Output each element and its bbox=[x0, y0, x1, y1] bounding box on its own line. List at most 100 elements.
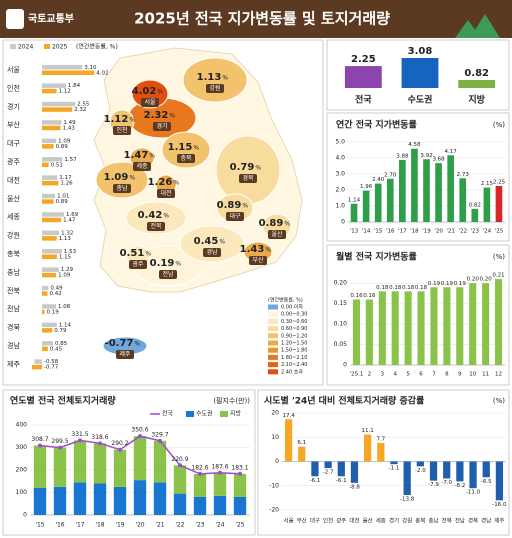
map-name-box bbox=[133, 162, 151, 171]
bar bbox=[456, 461, 464, 482]
value-label: 2.70 bbox=[384, 172, 397, 178]
line-point bbox=[218, 470, 222, 475]
bar-segment bbox=[33, 445, 47, 488]
value-label: 0.20 bbox=[467, 277, 480, 283]
map-name-box bbox=[226, 212, 244, 221]
map-name-box bbox=[203, 248, 221, 257]
bar bbox=[352, 299, 361, 365]
value-label: -6.5 bbox=[481, 479, 492, 485]
x-tick-label: 충북 bbox=[415, 517, 425, 525]
bar bbox=[344, 66, 382, 88]
bar bbox=[42, 285, 49, 291]
map-value-label: 1.12 bbox=[104, 114, 129, 125]
value-label: 2.25 bbox=[351, 54, 376, 65]
bar bbox=[337, 461, 345, 477]
value-label: 0.82 bbox=[469, 202, 481, 208]
value-label: -2.0 bbox=[415, 468, 426, 474]
x-tick-label: 전남 bbox=[455, 517, 465, 525]
bar bbox=[42, 346, 48, 351]
value-label: 2.73 bbox=[457, 172, 470, 178]
y-tick-label: 0.05 bbox=[334, 341, 348, 348]
map-legend-label: 0.60~0.90 bbox=[281, 326, 307, 332]
x-tick-label: 인천 bbox=[323, 517, 333, 525]
x-tick-label: '14 bbox=[362, 229, 371, 235]
bar bbox=[42, 101, 76, 107]
bar bbox=[443, 287, 451, 365]
value-label: 290.2 bbox=[111, 440, 128, 447]
map-value-label: 0.89 bbox=[259, 218, 284, 229]
bar bbox=[42, 157, 63, 162]
bar bbox=[386, 178, 394, 222]
map-legend-swatch bbox=[268, 311, 278, 317]
bar bbox=[435, 163, 442, 222]
x-tick-label: 세종 bbox=[376, 517, 386, 525]
value-label: 0.85 bbox=[55, 341, 68, 347]
map-unit: % bbox=[284, 221, 290, 228]
y-tick-label: 0.20 bbox=[334, 280, 348, 287]
bar bbox=[42, 217, 62, 223]
bar bbox=[42, 180, 59, 186]
category-label: 서울 bbox=[7, 65, 20, 74]
panel-change bbox=[257, 389, 510, 536]
category-label: 대구 bbox=[7, 140, 20, 148]
value-label: 2.55 bbox=[77, 102, 90, 108]
map-region-name: 대구 bbox=[229, 212, 241, 220]
x-tick-label: '15 bbox=[374, 229, 383, 235]
x-tick-label: 3 bbox=[381, 372, 385, 378]
value-label: 17.4 bbox=[282, 413, 295, 419]
x-tick-label: '18 bbox=[95, 522, 104, 529]
value-label: 2.32 bbox=[74, 107, 86, 113]
bar bbox=[417, 291, 425, 365]
map-legend-label: 0.90~1.20 bbox=[281, 333, 307, 339]
bar-segment bbox=[113, 486, 127, 515]
bar bbox=[429, 461, 438, 481]
bar bbox=[377, 442, 385, 462]
legend-label: 전국 bbox=[162, 410, 174, 418]
unit-label: (%) bbox=[493, 253, 505, 261]
value-label: -8.8 bbox=[349, 484, 360, 490]
value-label: 350.6 bbox=[131, 427, 148, 434]
bar bbox=[350, 203, 358, 222]
value-label: 1.09 bbox=[58, 138, 71, 144]
bar bbox=[399, 159, 406, 222]
x-tick-label: 부산 bbox=[297, 517, 307, 525]
map-name-box bbox=[153, 122, 171, 131]
map-legend-swatch bbox=[268, 369, 278, 375]
bar bbox=[365, 299, 373, 365]
chart-title: 연도별 전국 전체토지거래량 bbox=[10, 395, 116, 407]
value-label: 0.82 bbox=[464, 68, 489, 79]
legend-label: 2024 bbox=[18, 44, 33, 51]
y-tick-label: 4.0 bbox=[335, 155, 345, 162]
map-value-label: 1.13 bbox=[197, 72, 222, 83]
value-label: -0.77 bbox=[44, 365, 59, 371]
bar bbox=[374, 183, 382, 222]
x-tick-label: '16 bbox=[55, 522, 64, 529]
map-region-name: 경북 bbox=[242, 175, 254, 182]
legend-swatch bbox=[186, 411, 194, 417]
y-tick-label: 1.0 bbox=[335, 203, 345, 210]
value-label: 1.08 bbox=[58, 304, 71, 310]
line-point bbox=[158, 438, 162, 443]
bar bbox=[411, 148, 418, 222]
value-label: 0.51 bbox=[51, 162, 63, 168]
bar bbox=[404, 291, 412, 365]
category-label: 경남 bbox=[7, 341, 20, 350]
value-label: -7.9 bbox=[428, 482, 439, 488]
bar bbox=[459, 178, 467, 222]
value-label: 1.12 bbox=[59, 89, 71, 95]
bar bbox=[362, 190, 370, 222]
x-tick-label: '20 bbox=[434, 229, 443, 235]
value-label: 0.79 bbox=[54, 328, 67, 334]
value-label: 6.1 bbox=[297, 440, 306, 446]
value-label: -2.7 bbox=[323, 470, 334, 476]
bar bbox=[42, 125, 61, 131]
bar bbox=[42, 212, 64, 217]
map-value-label: 2.32 bbox=[144, 110, 169, 121]
x-tick-label: 강원 bbox=[402, 517, 412, 525]
value-label: 2.25 bbox=[493, 180, 506, 186]
value-label: 3.08 bbox=[408, 46, 433, 57]
header-bar bbox=[0, 0, 512, 38]
unit-label: (%) bbox=[493, 397, 505, 405]
bar bbox=[42, 328, 53, 333]
line-point bbox=[178, 463, 182, 468]
